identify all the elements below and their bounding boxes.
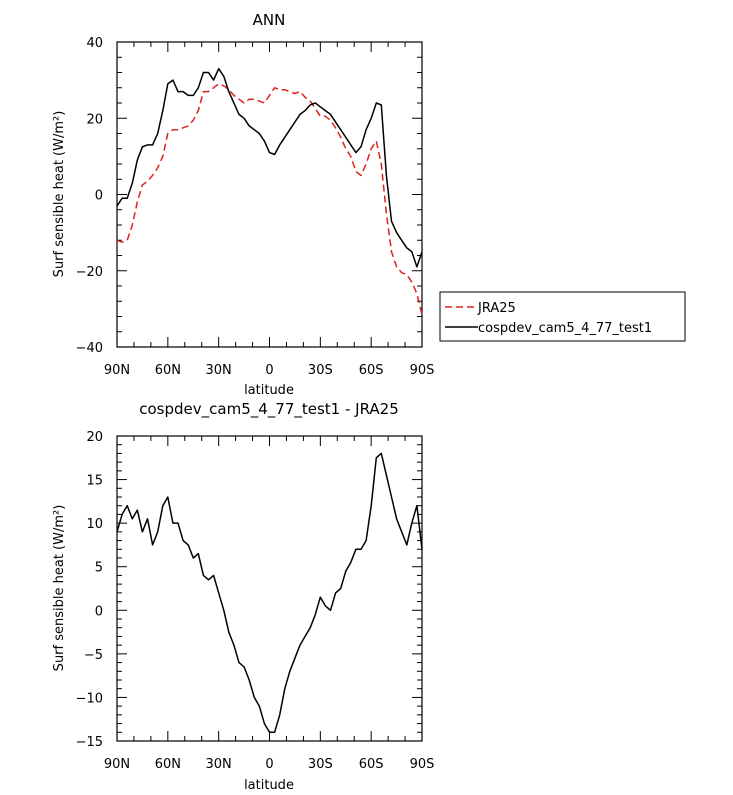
top-chart-title: ANN	[253, 11, 286, 29]
bottom-series-line-difference	[116, 452, 423, 734]
bottom-plot-frame	[116, 435, 423, 742]
top-x-tick-label: 90S	[410, 363, 435, 378]
top-series-line-cospdev-cam5-4-77-test1	[116, 67, 423, 268]
top-y-tick-label: 40	[86, 36, 103, 51]
legend-label-jra25: JRA25	[477, 301, 516, 316]
bottom-y-axis-label: Surf sensible heat (W/m²)	[52, 505, 67, 672]
bottom-x-tick-label: 30N	[206, 757, 232, 772]
bottom-chart-title: cospdev_cam5_4_77_test1 - JRA25	[139, 400, 399, 419]
top-x-tick-label: 0	[265, 363, 273, 378]
top-y-tick-label: −40	[76, 341, 103, 356]
bottom-y-tick-label: 0	[95, 604, 103, 619]
top-y-axis-label: Surf sensible heat (W/m²)	[52, 111, 67, 278]
top-panel: ANN latitude Surf sensible heat (W/m²) 9…	[52, 11, 434, 398]
bottom-x-tick-label: 0	[265, 757, 273, 772]
bottom-x-tick-label: 60S	[359, 757, 384, 772]
top-x-axis-label: latitude	[244, 383, 294, 398]
top-x-tick-label: 60N	[155, 363, 181, 378]
bottom-x-tick-label: 30S	[308, 757, 333, 772]
top-x-tick-label: 90N	[104, 363, 130, 378]
top-x-tick-label: 30N	[206, 363, 232, 378]
legend-box	[439, 291, 686, 342]
bottom-x-tick-label: 90N	[104, 757, 130, 772]
bottom-x-tick-label: 60N	[155, 757, 181, 772]
bottom-y-tick-label: 15	[86, 474, 103, 489]
bottom-y-tick-label: −5	[84, 648, 103, 663]
top-series-line-jra25	[116, 83, 423, 315]
bottom-y-tick-label: −15	[76, 735, 103, 750]
top-y-tick-label: −20	[76, 265, 103, 280]
bottom-x-tick-label: 90S	[410, 757, 435, 772]
top-x-tick-label: 30S	[308, 363, 333, 378]
top-plot-frame	[116, 41, 423, 348]
bottom-y-tick-label: 20	[86, 430, 103, 445]
bottom-x-axis-label: latitude	[244, 778, 294, 793]
top-y-tick-label: 0	[95, 189, 103, 204]
bottom-panel: cospdev_cam5_4_77_test1 - JRA25 latitude…	[52, 400, 434, 793]
top-y-tick-label: 20	[86, 112, 103, 127]
bottom-y-tick-label: 10	[86, 517, 103, 532]
top-x-tick-label: 60S	[359, 363, 384, 378]
legend: JRA25 cospdev_cam5_4_77_test1	[439, 291, 686, 342]
bottom-y-tick-label: −10	[76, 691, 103, 706]
legend-label-model: cospdev_cam5_4_77_test1	[478, 321, 652, 336]
bottom-y-tick-label: 5	[95, 561, 103, 576]
